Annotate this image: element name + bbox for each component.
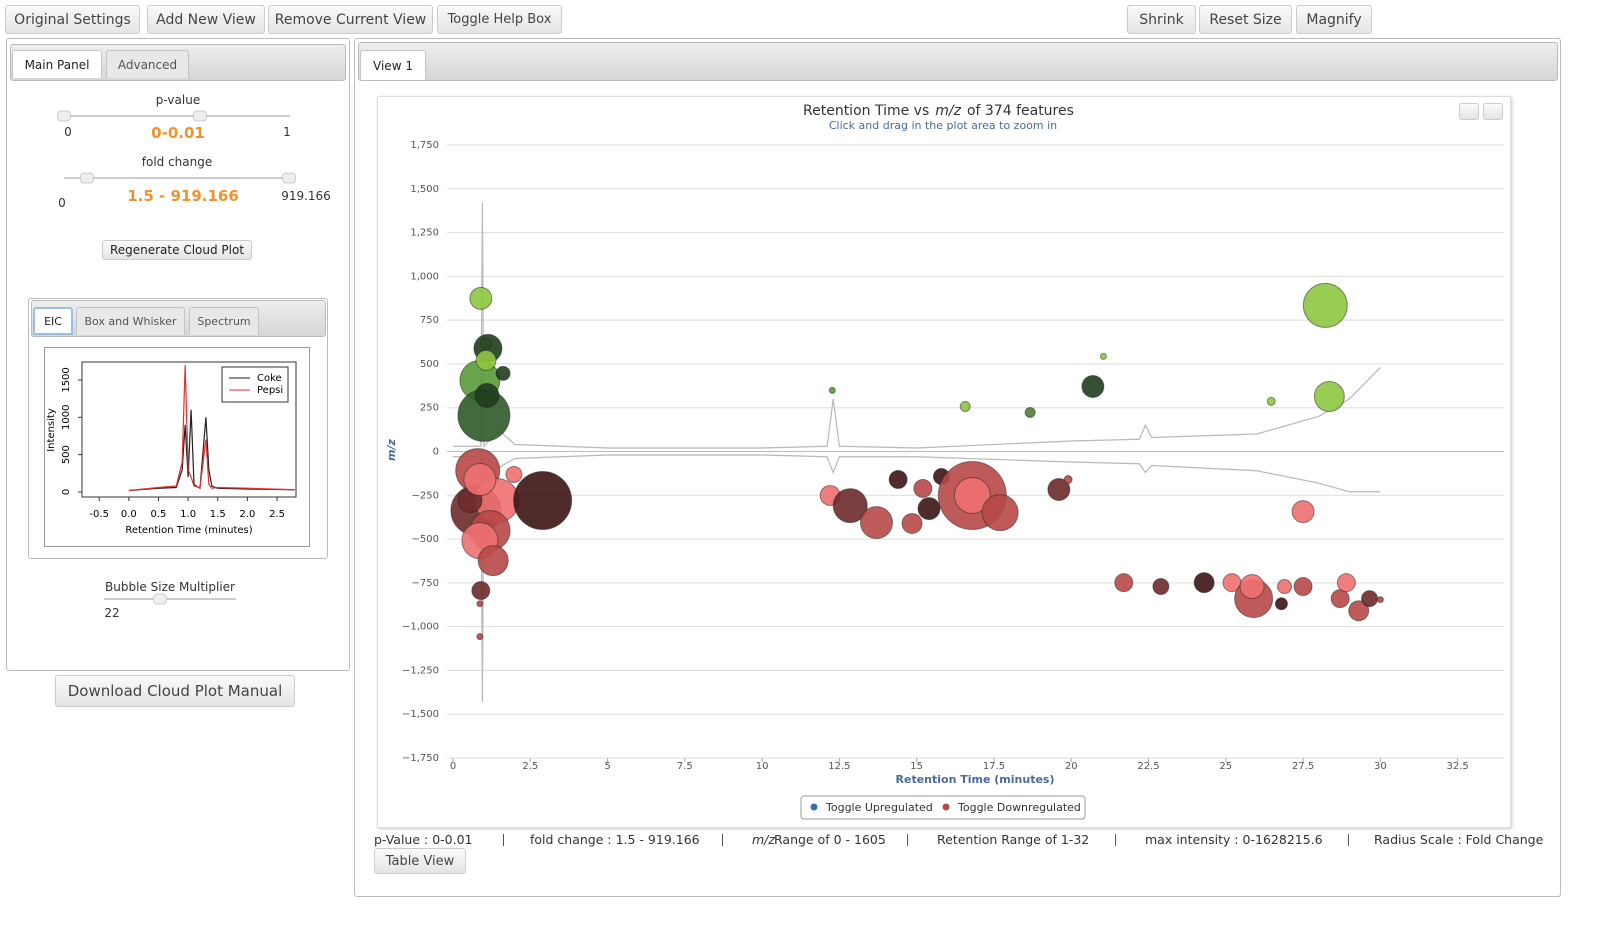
status-item: Retention Range of 1-32: [937, 832, 1090, 847]
slider-max: 1: [283, 125, 291, 139]
tab[interactable]: Advanced: [106, 50, 189, 78]
slider-label: Bubble Size Multiplier: [105, 580, 235, 594]
tab[interactable]: Main Panel: [12, 50, 102, 78]
print-button[interactable]: [1459, 103, 1479, 120]
status-separator: [907, 834, 908, 846]
status-item: max intensity : 0-1628215.6: [1145, 832, 1323, 847]
export-button[interactable]: [1483, 103, 1503, 120]
chart-box: [377, 96, 1511, 828]
download-button[interactable]: Download Cloud Plot Manual: [55, 675, 295, 707]
status-item: fold change : 1.5 - 919.166: [530, 832, 700, 847]
status-item: p-Value : 0-0.01: [374, 832, 473, 847]
slider-track: [64, 115, 290, 117]
slider-handle[interactable]: [153, 593, 167, 605]
table-view-button[interactable]: Table View: [374, 848, 466, 874]
slider-label: fold change: [141, 155, 213, 169]
toolbar-button[interactable]: Add New View: [147, 5, 265, 34]
status-item: Radius Scale : Fold Change: [1374, 832, 1544, 847]
slider-handle[interactable]: [80, 172, 94, 184]
tab-bar: [358, 42, 1558, 81]
tab[interactable]: EIC: [33, 307, 73, 335]
slider-label: p-value: [155, 93, 201, 107]
status-separator: [722, 834, 723, 846]
slider-range: 1.5 - 919.166: [127, 187, 239, 205]
tab[interactable]: View 1: [360, 50, 426, 80]
slider-range: 0-0.01: [151, 124, 205, 142]
toolbar-button[interactable]: Toggle Help Box: [437, 5, 562, 34]
toolbar-button[interactable]: Remove Current View: [268, 5, 433, 34]
slider-track: [64, 177, 290, 179]
toolbar-button[interactable]: Reset Size: [1199, 5, 1292, 34]
regenerate-button[interactable]: Regenerate Cloud Plot: [102, 240, 252, 260]
slider-max: 919.166: [281, 189, 331, 203]
eic-frame: [44, 347, 310, 547]
slider-handle[interactable]: [193, 110, 207, 122]
slider-handle[interactable]: [57, 110, 71, 122]
toolbar-button[interactable]: Shrink: [1127, 5, 1196, 34]
slider-value: 22: [104, 606, 120, 620]
slider-handle[interactable]: [282, 172, 296, 184]
tab[interactable]: Box and Whisker: [76, 307, 185, 335]
toolbar-button[interactable]: Original Settings: [5, 5, 140, 34]
tab[interactable]: Spectrum: [189, 307, 259, 335]
status-item: m/z: [752, 832, 775, 847]
slider-track: [104, 598, 236, 600]
slider-min: 0: [58, 196, 66, 210]
status-separator: [503, 834, 504, 846]
slider-min: 0: [64, 125, 72, 139]
status-separator: [1115, 834, 1116, 846]
status-item: Range of 0 - 1605: [774, 832, 886, 847]
toolbar-button[interactable]: Magnify: [1296, 5, 1372, 34]
status-separator: [1348, 834, 1349, 846]
